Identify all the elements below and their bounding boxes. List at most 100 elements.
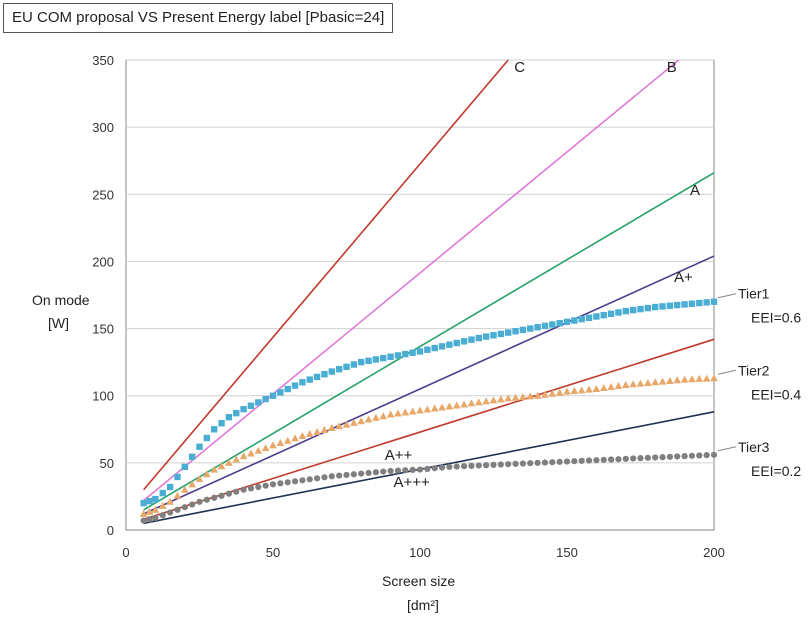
data-point (674, 453, 681, 460)
data-point (203, 470, 211, 478)
x-tick-label: 200 (703, 545, 725, 560)
data-point (533, 391, 542, 399)
data-point (608, 456, 615, 463)
data-point (159, 512, 166, 519)
data-point (541, 459, 549, 466)
data-point (335, 365, 343, 373)
tier-name: Tier3 (738, 439, 770, 455)
data-point (386, 410, 395, 418)
data-point (497, 330, 505, 338)
data-point (629, 380, 637, 388)
tier-name: Tier2 (738, 362, 770, 378)
data-point (152, 495, 159, 503)
data-point (269, 392, 277, 399)
data-point (497, 395, 505, 403)
data-point (666, 302, 674, 309)
x-tick-label: 0 (122, 545, 129, 560)
data-point (527, 325, 534, 332)
data-point (211, 426, 218, 433)
data-point (702, 374, 711, 382)
data-point (380, 354, 387, 362)
tier-name: Tier1 (738, 286, 770, 302)
data-point (710, 374, 718, 382)
data-point (173, 491, 182, 499)
data-point (666, 376, 674, 384)
y-axis-unit: [W] (48, 315, 69, 331)
y-tick-label: 0 (107, 523, 114, 538)
data-point (644, 304, 652, 312)
series-tags: C B A A+ A++ A+++ Tier1 EEI=0.6 Tier2 EEI=0.4 Tier… (385, 59, 802, 491)
data-point (438, 464, 446, 471)
data-point (622, 455, 629, 462)
data-point (681, 301, 688, 308)
y-tick-label: 350 (92, 53, 114, 68)
data-point (328, 423, 336, 431)
data-point (409, 349, 416, 356)
data-point (211, 494, 218, 501)
data-point (680, 375, 689, 383)
x-tick-label: 50 (266, 545, 280, 560)
data-point (636, 379, 645, 387)
line-a (143, 172, 715, 511)
data-point (387, 467, 394, 475)
data-point (320, 425, 329, 433)
data-point (277, 480, 284, 487)
data-point (445, 402, 454, 410)
data-point (446, 341, 453, 348)
data-point (203, 434, 211, 442)
data-point (255, 399, 262, 406)
data-point (703, 299, 710, 306)
tier-series (139, 298, 718, 524)
data-point (343, 363, 350, 371)
data-point (505, 461, 512, 468)
data-point (585, 457, 593, 464)
data-point (313, 373, 321, 381)
data-point (695, 374, 704, 382)
data-point (490, 332, 497, 339)
data-point (416, 466, 424, 473)
data-point (511, 393, 520, 401)
data-point (152, 514, 159, 522)
data-point (571, 458, 578, 465)
data-point (321, 474, 328, 481)
data-point (548, 389, 557, 397)
data-point (570, 387, 579, 395)
x-axis-label: Screen size (382, 573, 455, 589)
data-point (629, 306, 637, 314)
data-point (203, 496, 210, 503)
data-point (239, 452, 248, 460)
data-point (534, 324, 541, 331)
y-tick-label: 300 (92, 120, 114, 135)
data-point (666, 453, 674, 460)
data-point (607, 310, 615, 317)
data-point (577, 386, 586, 394)
data-point (195, 474, 204, 482)
data-point (600, 311, 607, 319)
data-point (306, 376, 313, 383)
data-point (358, 358, 365, 366)
data-point (673, 376, 682, 384)
data-point (328, 473, 335, 480)
data-point (140, 499, 147, 507)
data-point (593, 313, 600, 320)
data-point (512, 328, 519, 335)
data-point (534, 459, 541, 466)
data-point (196, 443, 203, 450)
data-point (225, 458, 233, 466)
data-point (358, 470, 365, 477)
data-point (233, 409, 240, 417)
data-point (592, 385, 601, 392)
data-point (622, 307, 629, 315)
data-point (158, 501, 167, 509)
data-point (658, 377, 667, 385)
data-point (526, 392, 535, 400)
data-point (394, 467, 402, 474)
data-point (401, 408, 410, 416)
data-point (467, 399, 476, 407)
data-point (468, 462, 475, 469)
data-point (585, 314, 593, 322)
y-tick-label: 100 (92, 389, 114, 404)
data-point (372, 413, 380, 421)
data-point (283, 436, 292, 444)
data-point (637, 455, 644, 462)
